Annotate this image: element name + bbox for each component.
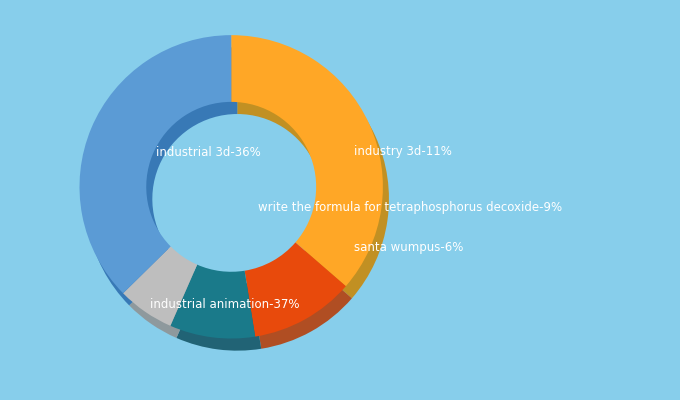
Text: industry 3d-11%: industry 3d-11% (354, 146, 452, 158)
Wedge shape (251, 254, 352, 349)
Wedge shape (123, 246, 197, 326)
Wedge shape (176, 277, 261, 351)
Wedge shape (231, 35, 383, 286)
Text: industrial animation-37%: industrial animation-37% (150, 298, 299, 310)
Wedge shape (129, 258, 203, 338)
Text: santa wumpus-6%: santa wumpus-6% (354, 242, 463, 254)
Wedge shape (171, 265, 255, 338)
Wedge shape (237, 47, 389, 298)
Wedge shape (80, 35, 231, 293)
Wedge shape (86, 47, 237, 305)
Wedge shape (245, 242, 346, 337)
Text: write the formula for tetraphosphorus decoxide-9%: write the formula for tetraphosphorus de… (258, 202, 562, 214)
Text: industrial 3d-36%: industrial 3d-36% (156, 146, 261, 158)
